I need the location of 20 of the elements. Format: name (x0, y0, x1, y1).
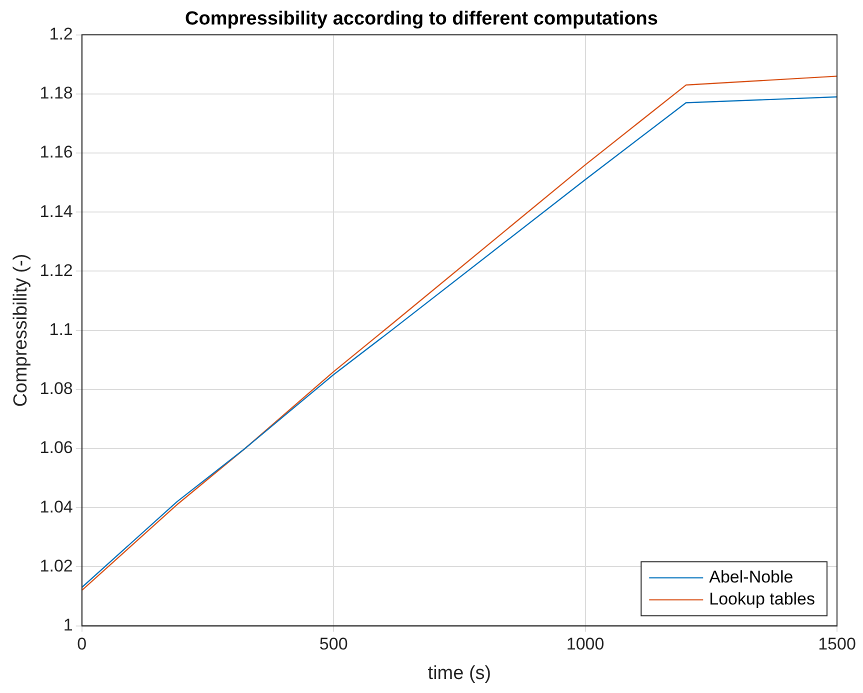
legend-label: Abel-Noble (709, 567, 794, 586)
x-tick-label: 0 (77, 634, 87, 654)
y-tick-label: 1.2 (49, 24, 73, 44)
legend-label: Lookup tables (709, 589, 816, 608)
y-axis-title: Compressibility (-) (10, 254, 32, 407)
y-tick-label: 1.04 (40, 497, 73, 516)
y-tick-label: 1.18 (40, 84, 73, 103)
y-tick-label: 1 (63, 615, 73, 634)
x-tick-label: 500 (319, 634, 348, 654)
y-tick-label: 1.16 (40, 142, 73, 162)
y-tick-label: 1.12 (40, 260, 73, 280)
y-tick-label: 1.06 (40, 438, 73, 458)
y-tick-label: 1.02 (40, 556, 73, 576)
y-tick-label: 1.08 (40, 379, 73, 398)
x-tick-label: 1000 (566, 634, 604, 654)
x-axis-title: time (s) (428, 662, 492, 684)
y-tick-label: 1.1 (49, 320, 73, 339)
y-tick-label: 1.14 (40, 202, 73, 221)
chart-title: Compressibility according to different computations (185, 8, 658, 30)
x-tick-label: 1500 (818, 634, 856, 654)
